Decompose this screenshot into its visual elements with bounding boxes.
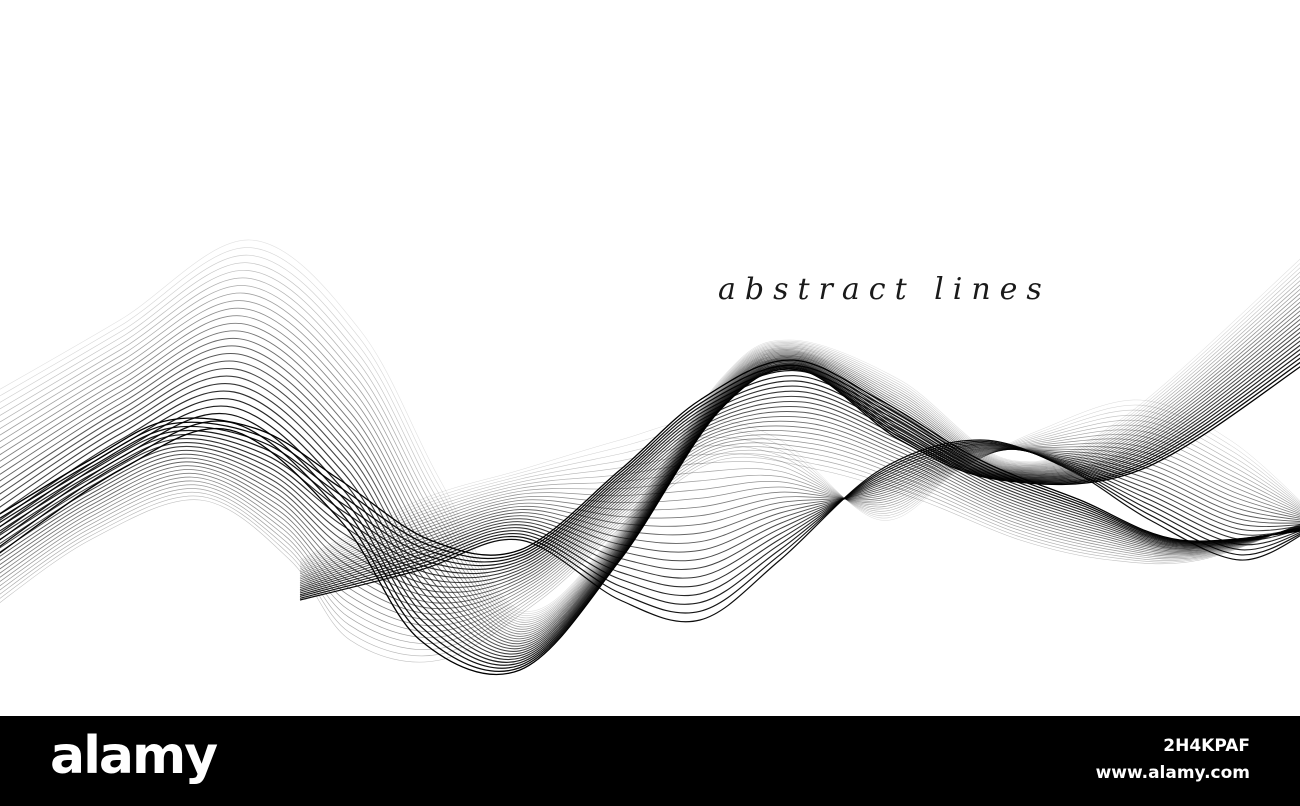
- wave-ribbon-c: [299, 399, 1300, 623]
- wave-line: [0, 429, 1300, 621]
- wave-line: [0, 270, 1300, 621]
- wave-line: [0, 239, 1300, 612]
- wave-line: [0, 318, 1300, 645]
- wave-line: [0, 400, 1300, 588]
- wave-line: [299, 444, 1300, 594]
- wave-line: [0, 336, 1300, 655]
- wave-line: [299, 446, 1300, 591]
- wave-line: [299, 448, 1300, 585]
- wave-line: [299, 448, 1300, 584]
- wave-line: [299, 399, 1300, 561]
- wave-line: [0, 348, 1300, 663]
- wave-line: [0, 293, 1300, 630]
- site-url: www.alamy.com: [1095, 763, 1250, 783]
- wave-line: [299, 446, 1300, 578]
- wave-line: [0, 385, 1300, 575]
- wave-line: [299, 445, 1300, 592]
- wave-line: [0, 390, 1300, 579]
- wave-line: [299, 439, 1300, 623]
- wave-line: [299, 424, 1300, 569]
- wave-line: [0, 449, 1300, 650]
- wave-line: [0, 415, 1300, 604]
- wave-line: [0, 297, 1300, 633]
- wave-line: [0, 446, 1300, 644]
- wave-line: [0, 438, 1300, 632]
- wave-line: [0, 301, 1300, 635]
- wave-ribbon-b: [0, 359, 1300, 663]
- wave-line: [0, 254, 1300, 617]
- wave-line: [299, 447, 1300, 589]
- wave-line: [299, 442, 1300, 605]
- wave-line: [299, 409, 1300, 564]
- wave-line: [0, 323, 1300, 647]
- abstract-wave-lines: [0, 239, 1300, 675]
- wave-line: [299, 448, 1300, 582]
- watermark-footer: alamy 2H4KPAF www.alamy.com: [0, 716, 1300, 806]
- wave-line: [0, 406, 1300, 593]
- wave-line: [0, 306, 1300, 637]
- wave-line: [0, 247, 1300, 614]
- wave-line: [0, 284, 1300, 625]
- wave-line: [0, 375, 1300, 567]
- wave-line: [299, 414, 1300, 566]
- wave-line: [0, 380, 1300, 571]
- wave-line: [0, 277, 1300, 623]
- alamy-logo: alamy: [50, 726, 218, 786]
- wave-line: [0, 369, 1300, 563]
- wave-line: [0, 359, 1300, 556]
- wave-line: [0, 314, 1300, 642]
- wave-line: [299, 419, 1300, 568]
- wave-line: [299, 448, 1300, 580]
- wave-line: [0, 453, 1300, 657]
- wave-line: [299, 429, 1300, 571]
- wave-line: [0, 364, 1300, 560]
- image-id: 2H4KPAF: [1163, 736, 1250, 756]
- wave-line: [299, 447, 1300, 587]
- wave-line: [0, 288, 1300, 628]
- wave-line: [0, 411, 1300, 599]
- wave-line: [299, 440, 1300, 614]
- wave-line: [299, 438, 1300, 575]
- wave-line: [299, 442, 1300, 577]
- wave-line: [0, 420, 1300, 610]
- wave-line: [0, 442, 1300, 638]
- wave-line: [0, 456, 1300, 663]
- wave-line: [299, 404, 1300, 562]
- wave-line: [0, 425, 1300, 615]
- wave-line: [0, 434, 1300, 627]
- wave-line: [299, 443, 1300, 597]
- wave-line: [0, 395, 1300, 584]
- artwork-caption: abstract lines: [718, 272, 1051, 307]
- wave-line: [299, 434, 1300, 573]
